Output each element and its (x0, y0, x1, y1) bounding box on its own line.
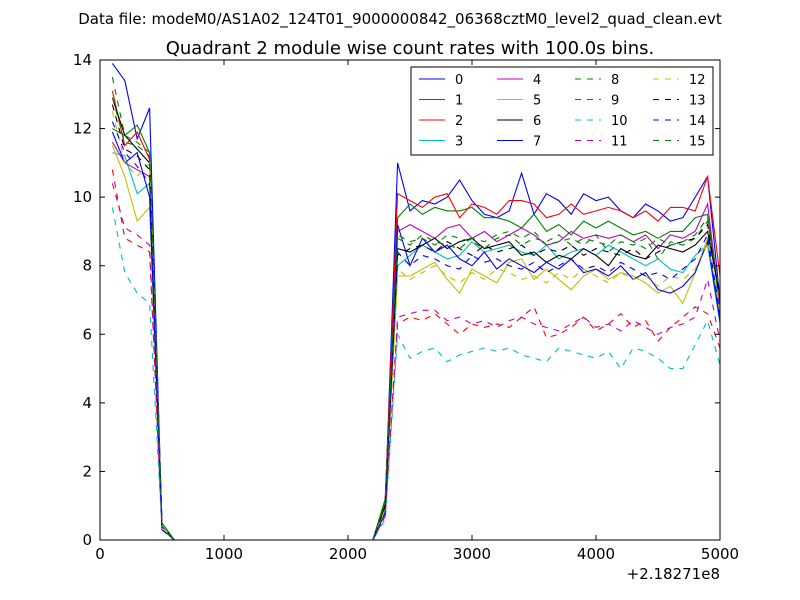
legend-label-4: 4 (533, 73, 541, 88)
legend-label-8: 8 (611, 73, 619, 88)
series-line-12 (111, 111, 720, 540)
y-tick-label: 14 (73, 51, 92, 69)
plot-frame (99, 59, 721, 541)
series-line-2 (111, 90, 720, 540)
legend-label-1: 1 (455, 94, 463, 109)
x-tick-label: 0 (95, 545, 105, 563)
legend-label-13: 13 (689, 94, 706, 109)
series-line-7 (111, 131, 720, 540)
legend-label-7: 7 (533, 135, 541, 150)
series-line-5 (111, 145, 720, 540)
legend-label-12: 12 (689, 73, 706, 88)
legend-label-9: 9 (611, 94, 619, 109)
y-tick-label: 8 (82, 257, 92, 275)
series-line-10 (111, 207, 720, 540)
chart-title: Quadrant 2 module wise count rates with … (166, 38, 655, 59)
chart-suptitle: Data file: modeM0/AS1A02_124T01_90000008… (78, 10, 722, 29)
legend-label-2: 2 (455, 114, 463, 129)
series-line-6 (111, 97, 720, 540)
series-line-8 (111, 76, 720, 540)
y-tick-label: 0 (82, 531, 92, 549)
series-line-13 (111, 104, 720, 540)
legend-label-0: 0 (455, 73, 463, 88)
series-line-4 (111, 142, 720, 540)
legend-label-11: 11 (611, 135, 628, 150)
x-tick-label: 1000 (205, 545, 243, 563)
series-line-11 (111, 183, 720, 540)
plot-series-group (111, 63, 720, 540)
x-offset-label: +2.18271e8 (627, 565, 720, 583)
series-line-14 (111, 121, 720, 540)
legend-box (410, 66, 714, 156)
y-tick-label: 2 (82, 462, 92, 480)
legend-label-5: 5 (533, 94, 541, 109)
series-line-9 (111, 169, 720, 540)
legend-label-14: 14 (689, 114, 706, 129)
y-tick-label: 10 (73, 188, 92, 206)
y-tick-label: 4 (82, 394, 92, 412)
series-line-3 (112, 152, 720, 540)
y-tick-label: 12 (73, 120, 92, 138)
series-line-0 (111, 63, 720, 540)
legend-label-10: 10 (611, 114, 628, 129)
x-tick-label: 4000 (577, 545, 615, 563)
x-tick-label: 5000 (701, 545, 739, 563)
legend-label-15: 15 (689, 135, 706, 150)
x-tick-label: 3000 (453, 545, 491, 563)
legend-label-6: 6 (533, 114, 541, 129)
x-tick-label: 2000 (329, 545, 367, 563)
y-tick-label: 6 (82, 325, 92, 343)
series-line-1 (112, 124, 720, 540)
legend-label-3: 3 (455, 135, 463, 150)
